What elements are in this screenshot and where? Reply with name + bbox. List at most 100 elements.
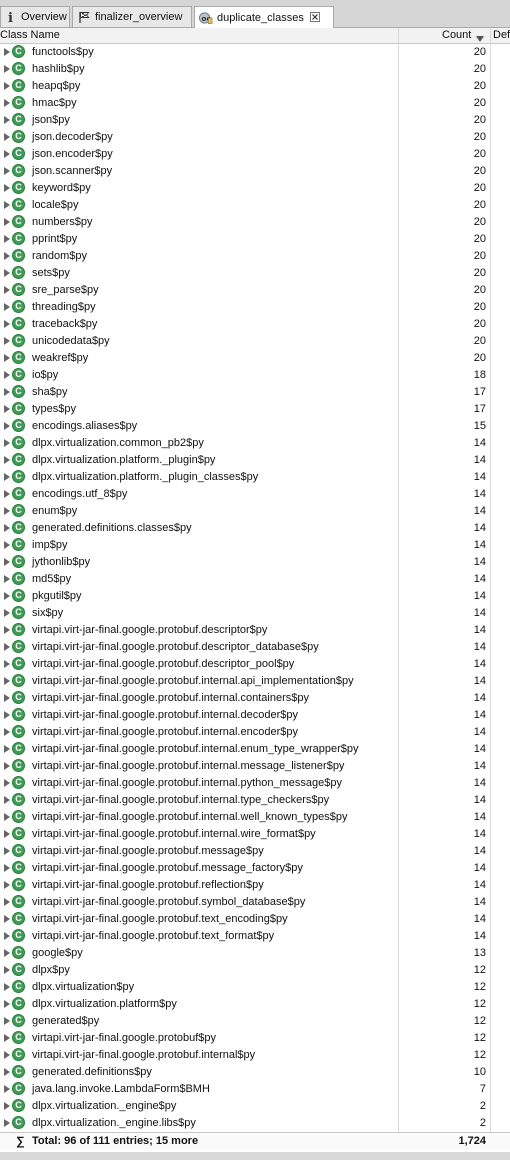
- expand-triangle-icon[interactable]: [4, 82, 10, 90]
- column-header-class-name[interactable]: Class Name: [0, 29, 60, 41]
- expand-triangle-icon[interactable]: [4, 626, 10, 634]
- expand-triangle-icon[interactable]: [4, 1102, 10, 1110]
- expand-triangle-icon[interactable]: [4, 235, 10, 243]
- expand-triangle-icon[interactable]: [4, 847, 10, 855]
- tab-duplicate-classes[interactable]: oo duplicate_classes: [194, 6, 334, 28]
- expand-triangle-icon[interactable]: [4, 320, 10, 328]
- expand-triangle-icon[interactable]: [4, 864, 10, 872]
- tab-overview[interactable]: i Overview: [0, 6, 70, 27]
- expand-triangle-icon[interactable]: [4, 48, 10, 56]
- expand-triangle-icon[interactable]: [4, 507, 10, 515]
- expand-triangle-icon[interactable]: [4, 116, 10, 124]
- expand-triangle-icon[interactable]: [4, 1051, 10, 1059]
- expand-triangle-icon[interactable]: [4, 779, 10, 787]
- expand-triangle-icon[interactable]: [4, 184, 10, 192]
- expand-triangle-icon[interactable]: [4, 932, 10, 940]
- expand-triangle-icon[interactable]: [4, 371, 10, 379]
- expand-triangle-icon[interactable]: [4, 150, 10, 158]
- expand-triangle-icon[interactable]: [4, 558, 10, 566]
- expand-triangle-icon[interactable]: [4, 1034, 10, 1042]
- expand-triangle-icon[interactable]: [4, 303, 10, 311]
- expand-triangle-icon[interactable]: [4, 524, 10, 532]
- tab-finalizer-overview[interactable]: finalizer_overview: [72, 6, 192, 27]
- expand-triangle-icon[interactable]: [4, 167, 10, 175]
- expand-triangle-icon[interactable]: [4, 1017, 10, 1025]
- expand-triangle-icon[interactable]: [4, 473, 10, 481]
- expand-triangle-icon[interactable]: [4, 1000, 10, 1008]
- expand-triangle-icon[interactable]: [4, 218, 10, 226]
- expand-triangle-icon[interactable]: [4, 65, 10, 73]
- expand-triangle-icon[interactable]: [4, 796, 10, 804]
- expand-triangle-icon[interactable]: [4, 694, 10, 702]
- expand-triangle-icon[interactable]: [4, 966, 10, 974]
- expand-triangle-icon[interactable]: [4, 252, 10, 260]
- expand-triangle-icon[interactable]: [4, 405, 10, 413]
- expand-triangle-icon[interactable]: [4, 592, 10, 600]
- expand-triangle-icon[interactable]: [4, 660, 10, 668]
- expand-triangle-icon[interactable]: [4, 813, 10, 821]
- close-icon[interactable]: [309, 11, 320, 25]
- expand-triangle-icon[interactable]: [4, 745, 10, 753]
- expand-triangle-icon[interactable]: [4, 541, 10, 549]
- expand-triangle-icon[interactable]: [4, 388, 10, 396]
- expand-triangle-icon[interactable]: [4, 286, 10, 294]
- expand-triangle-icon[interactable]: [4, 1068, 10, 1076]
- expand-triangle-icon[interactable]: [4, 677, 10, 685]
- expand-triangle-icon[interactable]: [4, 1119, 10, 1127]
- expand-triangle-icon[interactable]: [4, 490, 10, 498]
- expand-triangle-icon[interactable]: [4, 983, 10, 991]
- expand-triangle-icon[interactable]: [4, 456, 10, 464]
- column-header-count[interactable]: Count: [442, 29, 472, 41]
- expand-triangle-icon[interactable]: [4, 949, 10, 957]
- expand-triangle-icon[interactable]: [4, 439, 10, 447]
- expand-triangle-icon[interactable]: [4, 728, 10, 736]
- expand-triangle-icon[interactable]: [4, 711, 10, 719]
- expand-triangle-icon[interactable]: [4, 99, 10, 107]
- expand-triangle-icon[interactable]: [4, 422, 10, 430]
- expand-triangle-icon[interactable]: [4, 643, 10, 651]
